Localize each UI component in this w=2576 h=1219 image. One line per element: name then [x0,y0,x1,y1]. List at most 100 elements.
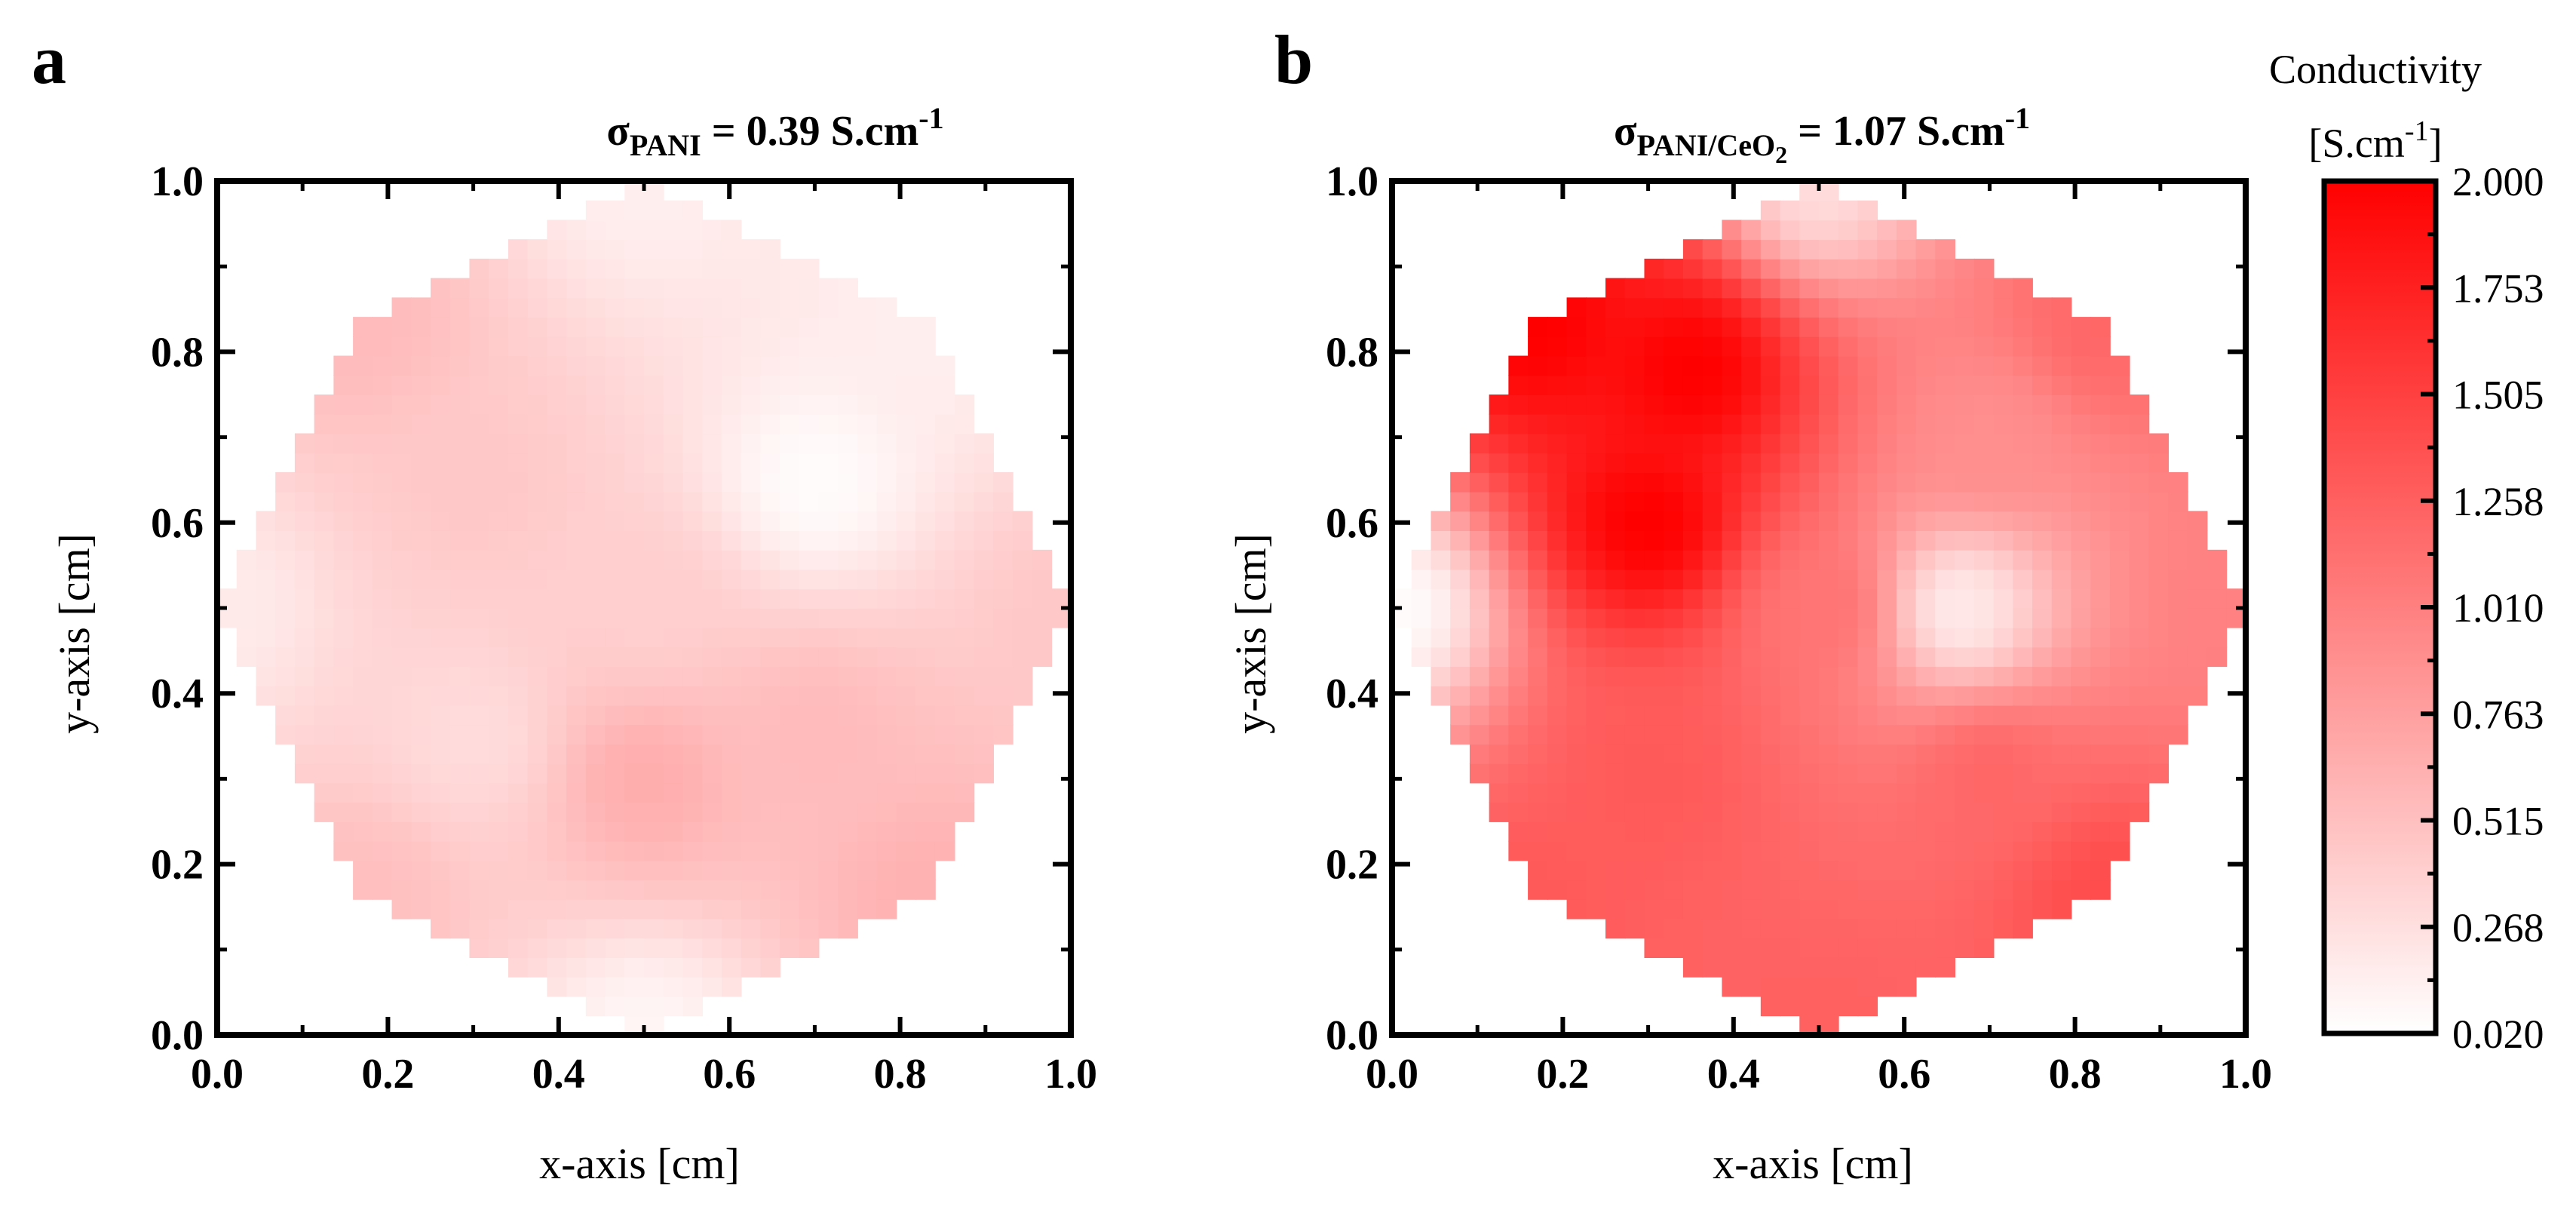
heat-cell [1799,336,1820,357]
colorbar-tick-label: 1.505 [2452,373,2544,418]
heat-cell [818,763,839,784]
heat-cell [741,375,762,395]
heat-cell [721,278,742,299]
heat-cell [1780,549,1801,570]
heat-cell [1780,511,1801,531]
heat-cell [508,413,529,434]
heat-cell [294,433,315,454]
heat-cell [1566,336,1587,357]
heat-cell [2090,355,2111,376]
heat-cell [876,471,897,493]
heat-cell [1012,569,1033,590]
heat-cell [1857,918,1878,939]
heat-cell [469,666,490,686]
heat-cell [1973,297,1995,318]
heat-cell [1722,588,1742,609]
heat-cell [2051,336,2072,357]
heat-cell [1857,763,1878,784]
heat-cell [547,433,567,454]
heat-cell [333,763,354,784]
heat-cell [644,530,664,551]
heat-cell [605,258,626,279]
heat-cell [1664,569,1684,590]
heat-cell [682,453,704,473]
heat-cell [1741,453,1762,473]
heat-cell [1722,763,1742,784]
heat-cell [1857,976,1878,997]
heat-cell [2109,395,2130,415]
heat-cell [838,278,858,299]
heat-cell [566,608,587,628]
heat-cell [489,840,509,861]
heat-cell [857,880,878,900]
heat-cell [2090,705,2111,726]
heat-cell [1605,918,1626,939]
heat-cell [1819,646,1839,668]
heat-cell [838,763,858,784]
heat-cell [527,453,548,473]
heat-cell [721,840,742,861]
heat-cell [1877,685,1897,706]
heat-cell [585,220,606,241]
heat-cell [585,200,606,221]
panel-a-axes: 0.0 0.2 0.4 0.6 0.8 1.00.00.20.40.60.81.0 [151,158,1097,1098]
heat-cell [2071,588,2092,609]
heat-cell [1741,336,1762,357]
heat-cell [489,685,509,706]
heat-cell [1664,724,1684,745]
heat-cell [1682,549,1704,570]
heat-cell [2168,608,2188,628]
heat-cell [876,395,897,415]
heat-cell [1955,938,1975,958]
heat-cell [799,278,820,299]
heat-cell [644,898,664,920]
heat-cell [2013,840,2033,861]
heat-cell [1469,453,1490,473]
heat-cell [838,317,858,337]
heat-cell [876,549,897,570]
heat-cell [585,530,606,551]
heat-cell [1819,181,1839,201]
heat-cell [1566,433,1587,454]
heat-cell [2032,471,2053,493]
heat-cell [508,802,529,822]
heat-cell [1955,297,1975,318]
heat-cell [314,608,335,628]
heat-cell [605,627,626,648]
heat-cell [527,627,548,648]
heat-cell [1760,646,1781,668]
heat-cell [2129,453,2150,473]
heat-cell [1760,278,1781,299]
heat-cell [1760,802,1781,822]
heat-cell [1915,530,1937,551]
heat-cell [1955,821,1975,842]
heat-cell [857,685,878,706]
heat-cell [585,491,606,512]
heat-cell [2051,782,2072,803]
heat-cell [1877,530,1897,551]
heat-cell [1722,685,1742,706]
heat-cell [857,549,878,570]
heat-cell [1838,375,1859,395]
heat-cell [624,860,645,881]
heat-cell [1566,395,1587,415]
heat-cell [1469,685,1490,706]
heat-cell [566,627,587,648]
heat-cell [682,685,704,706]
heat-cell [663,239,684,259]
heat-cell [1644,336,1665,357]
heat-cell [431,685,451,706]
heat-cell [1877,413,1897,434]
heat-cell [1993,530,2014,551]
heat-cell [1431,588,1452,609]
heat-cell [2051,395,2072,415]
heat-cell [1857,627,1878,648]
heat-cell [624,802,645,822]
heat-cell [1586,840,1606,861]
heat-cell [547,782,567,803]
heat-cell [353,511,373,531]
heat-cell [275,724,296,745]
heat-cell [585,453,606,473]
heat-cell [411,898,431,920]
heat-cell [547,239,567,259]
